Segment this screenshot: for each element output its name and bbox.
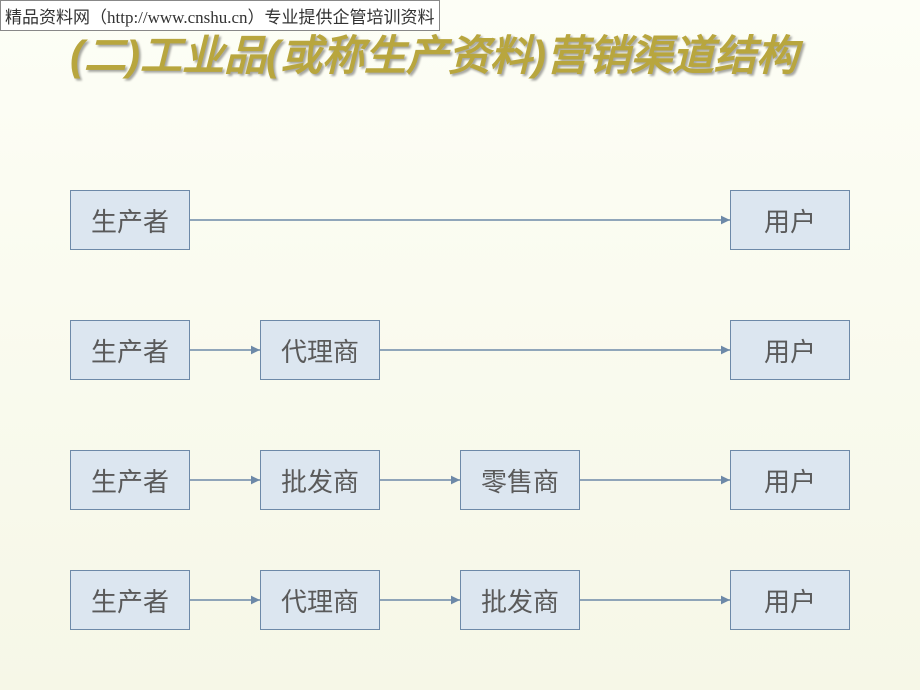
node-r2-producer: 生产者 xyxy=(70,320,190,380)
slide: 精品资料网（http://www.cnshu.cn）专业提供企管培训资料 (二)… xyxy=(0,0,920,690)
node-r3-producer: 生产者 xyxy=(70,450,190,510)
flowchart-area: 生产者用户生产者代理商用户生产者批发商零售商用户生产者代理商批发商用户 xyxy=(0,0,920,690)
arrow xyxy=(368,338,742,363)
arrow xyxy=(178,208,742,233)
arrow xyxy=(178,588,272,613)
arrow xyxy=(178,468,272,493)
arrow xyxy=(368,468,472,493)
node-r4-producer: 生产者 xyxy=(70,570,190,630)
node-r3-wholesaler: 批发商 xyxy=(260,450,380,510)
node-r2-user: 用户 xyxy=(730,320,850,380)
node-r1-producer: 生产者 xyxy=(70,190,190,250)
node-r4-wholesaler: 批发商 xyxy=(460,570,580,630)
node-r4-agent: 代理商 xyxy=(260,570,380,630)
node-r1-user: 用户 xyxy=(730,190,850,250)
node-r2-agent: 代理商 xyxy=(260,320,380,380)
node-r3-user: 用户 xyxy=(730,450,850,510)
arrow xyxy=(568,468,742,493)
arrow xyxy=(568,588,742,613)
watermark-label: 精品资料网（http://www.cnshu.cn）专业提供企管培训资料 xyxy=(0,0,440,31)
arrow xyxy=(178,338,272,363)
arrow xyxy=(368,588,472,613)
node-r4-user: 用户 xyxy=(730,570,850,630)
node-r3-retailer: 零售商 xyxy=(460,450,580,510)
